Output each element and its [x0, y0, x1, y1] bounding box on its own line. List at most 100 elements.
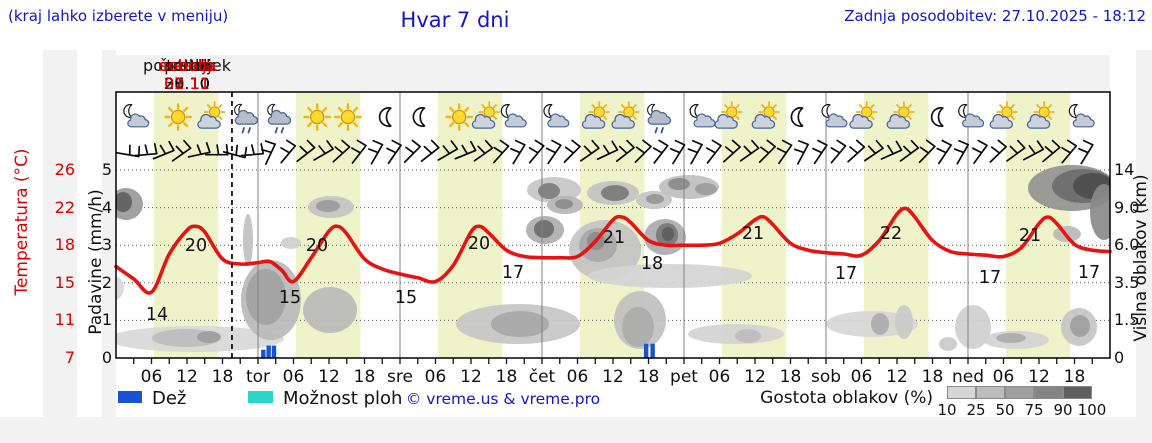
sun-ray: [307, 122, 313, 128]
temperature-label: 22: [880, 224, 902, 244]
x-axis-label: 12: [1028, 367, 1050, 387]
wind-barb: [634, 139, 652, 163]
sun-ray: [1048, 104, 1053, 109]
weather-icon-sun-cloud: [714, 101, 743, 129]
wind-barb-glyph: [847, 139, 866, 163]
temp-axis-value: 26: [54, 160, 75, 179]
x-axis-label: čet: [529, 367, 556, 387]
cloud-icon: [127, 113, 150, 128]
cover-scale-cell: [1005, 386, 1034, 399]
cloud-icon: [886, 113, 911, 129]
wind-barb-glyph: [134, 143, 158, 157]
rain-legend-swatch: [118, 391, 142, 403]
drizzle-drop: [660, 127, 664, 134]
cloud-icon: [504, 113, 527, 128]
copyright-link[interactable]: © vreme.us & vreme.pro: [405, 390, 601, 408]
cloud-blob: [538, 183, 560, 199]
cloud-shape: [647, 109, 672, 125]
wind-barb: [722, 139, 741, 163]
weather-icon-sun-cloud: [886, 101, 915, 129]
day-column: nedelja 02.11: [116, 55, 258, 92]
wind-barb-glyph: [351, 139, 367, 164]
page-title: Hvar 7 dni: [400, 8, 510, 32]
drizzle-drop: [654, 127, 658, 134]
sun-ray: [206, 104, 211, 109]
sun-ray: [870, 104, 875, 109]
sun-ray: [449, 122, 455, 128]
precip-axis-value: 2: [101, 272, 112, 292]
x-axis-label: 12: [176, 367, 198, 387]
sun-ray: [1010, 104, 1015, 109]
moon-crescent: [1068, 103, 1078, 119]
weather-icon-moon-cloud: [543, 103, 570, 128]
wind-barb-glyph: [187, 142, 211, 158]
cloud-shape: [693, 113, 716, 128]
sun-ray: [464, 122, 470, 128]
temperature-label: 17: [502, 263, 524, 283]
wind-barb-glyph: [510, 139, 526, 165]
showers-legend-swatch: [248, 391, 273, 403]
cloud-icon: [267, 109, 292, 125]
sun-disc: [483, 106, 495, 118]
cover-scale-cell: [947, 386, 976, 399]
wind-barb-glyph: [739, 139, 760, 162]
cloud-icon: [751, 113, 776, 129]
x-axis-label: 18: [1064, 367, 1086, 387]
weather-icon-sun-cloud: [197, 101, 226, 129]
x-axis-label: 12: [318, 367, 340, 387]
cover-scale-tick: 50: [995, 401, 1015, 419]
wind-barb-glyph: [1023, 140, 1045, 161]
x-axis-label: 18: [922, 367, 944, 387]
wind-barb-glyph: [528, 139, 545, 164]
cloud-icon: [989, 113, 1014, 129]
cloud-icon: [647, 109, 672, 125]
moon-crescent: [123, 103, 133, 119]
cloud-shape: [611, 113, 635, 129]
cloud-blob: [668, 178, 690, 190]
wind-barb: [296, 139, 316, 163]
wind-barb: [1023, 140, 1045, 161]
cloud-density-layer: [116, 165, 1110, 352]
wind-barb: [669, 139, 686, 165]
drizzle-icon: [654, 127, 664, 134]
wind-barb-glyph: [596, 140, 619, 161]
cloud-shape: [714, 113, 738, 129]
sun-ray: [870, 115, 875, 120]
day-name: petek: [164, 56, 210, 75]
day-name: sreda: [164, 56, 210, 75]
weather-icon-sun-cloud: [611, 101, 640, 129]
wind-barb-glyph: [403, 139, 422, 163]
cloud-shape: [886, 113, 911, 129]
wind-barb-glyph: [953, 139, 970, 165]
wind-barb: [989, 139, 1007, 163]
wind-barb: [953, 139, 970, 165]
cloud-icon: [1026, 113, 1051, 129]
x-axis-label: 18: [638, 367, 660, 387]
day-column: četrtek 30.10: [116, 55, 258, 92]
wind-barb-glyph: [296, 139, 316, 163]
cloud-axis-value: 9.0: [1114, 197, 1140, 217]
cloud-blob: [871, 313, 889, 335]
drizzle-drop: [241, 127, 245, 134]
wind-barb-glyph: [652, 139, 669, 164]
cloud-blob: [622, 307, 654, 347]
x-axis-label: 12: [460, 367, 482, 387]
cloud-blob: [116, 192, 132, 212]
wind-barb-glyph: [634, 139, 652, 163]
bg-strip-bottom: [0, 417, 1152, 443]
weather-icon-moon-rain: [234, 103, 259, 134]
temperature-label: 14: [146, 305, 168, 325]
x-axis-label: 12: [886, 367, 908, 387]
bg-strip-right: [1136, 50, 1152, 417]
wind-barb: [652, 139, 669, 164]
wind-barb-glyph: [1042, 139, 1061, 163]
temperature-label: 20: [468, 234, 490, 254]
sun-disc: [1001, 106, 1013, 118]
day-column: ponedeljek 27.10: [116, 55, 258, 92]
sun-ray: [603, 115, 608, 120]
wind-barb-glyph: [1006, 139, 1026, 162]
day-date: 28.10: [164, 73, 210, 93]
sun-ray: [464, 106, 470, 112]
wind-barb-glyph: [280, 139, 297, 164]
sun-ray: [352, 122, 359, 128]
